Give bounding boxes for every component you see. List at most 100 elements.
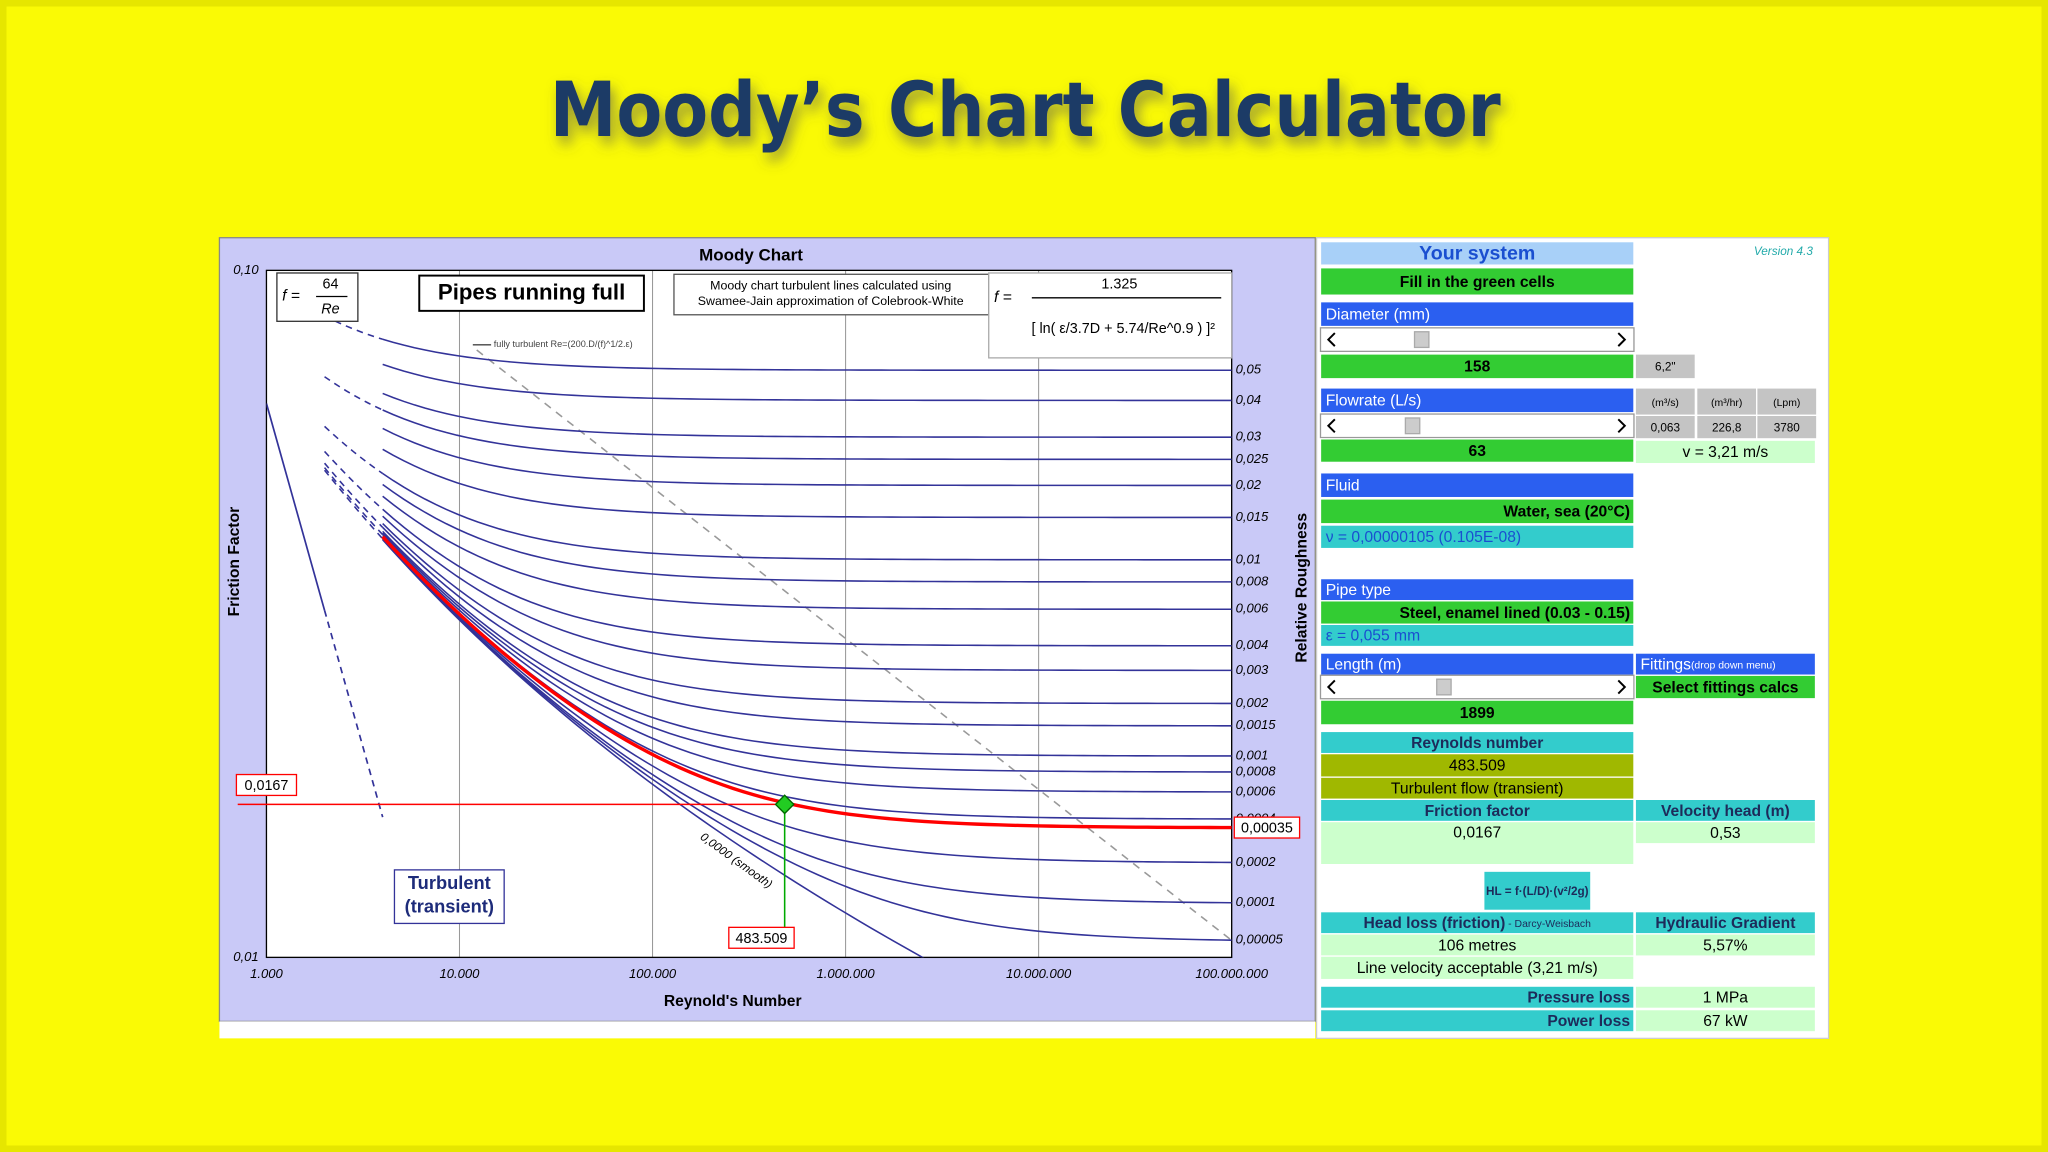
roughness-curve <box>382 363 1232 402</box>
cell-text: Fill in the green cells <box>1400 274 1555 291</box>
scrollbar <box>1319 674 1635 700</box>
cell <box>1319 387 1635 414</box>
cell-note: (drop down menu) <box>1691 660 1776 671</box>
chart-title: Moody Chart <box>699 245 803 264</box>
cell-label: Line velocity acceptable (3,21 m/s) <box>1357 960 1598 977</box>
cell <box>1756 414 1818 440</box>
cell-text: Water, sea (20°C) <box>1503 504 1630 521</box>
roughness-label: 0,0006 <box>1236 783 1277 798</box>
cell-text: v = 3,21 m/s <box>1683 444 1769 461</box>
cell-text: 0,063 <box>1651 422 1681 435</box>
cell-label: Fill in the green cells <box>1400 274 1555 291</box>
laminar-line <box>266 403 326 611</box>
roughness-curve-dashed <box>323 462 384 528</box>
cell-text: Your system <box>1419 243 1535 265</box>
roughness-label: 0,001 <box>1236 747 1269 762</box>
cell-text: 6,2" <box>1655 361 1676 374</box>
cell-label: 1 MPa <box>1703 990 1749 1007</box>
cell <box>1319 524 1635 550</box>
cell-text: HL = f·(L/D)·(v²/2g) <box>1486 885 1589 898</box>
cell-label: ν = 0,00000105 (0.105E-08) <box>1326 529 1521 546</box>
roughness-label: 0,003 <box>1236 662 1269 677</box>
roughness-label: 0,002 <box>1236 695 1269 710</box>
operating-roughness-label: 0,00035 <box>1241 821 1293 837</box>
cell-text: Flowrate (L/s) <box>1326 393 1422 410</box>
roughness-curve <box>382 537 1232 864</box>
cell-text: 1 MPa <box>1703 990 1749 1007</box>
cell-label: 106 metres <box>1438 937 1516 954</box>
cell <box>1319 240 1635 266</box>
x-tick-label: 100.000 <box>629 966 677 981</box>
laminar-formula-lhs: f = <box>282 288 300 305</box>
roughness-curve <box>382 448 1232 519</box>
operating-f-label: 0,0167 <box>244 778 288 794</box>
scroll-arrow <box>1617 418 1627 434</box>
cell <box>1319 353 1635 380</box>
cell-text: ν = 0,00000105 (0.105E-08) <box>1326 529 1521 546</box>
cell-label: ε = 0,055 mm <box>1326 628 1420 645</box>
cell <box>1634 1008 1817 1033</box>
curves <box>266 315 1232 958</box>
pipes-note-box <box>418 274 645 312</box>
operating-re-label: 483.509 <box>736 931 788 947</box>
laminar-dashed <box>323 610 384 818</box>
roughness-label: 0,01 <box>1236 551 1261 566</box>
cell-label: Length (m) <box>1326 657 1402 674</box>
operating-re-label-box <box>728 926 795 949</box>
roughness-label: 0,0001 <box>1236 894 1276 909</box>
cell <box>1319 498 1635 525</box>
cell-text: Turbulent flow (transient) <box>1391 781 1564 798</box>
scroll-arrow <box>1326 418 1336 434</box>
roughness-curve <box>382 508 1232 647</box>
roughness-curve <box>382 538 1232 941</box>
cell-label: Diameter (mm) <box>1326 307 1430 324</box>
cell <box>1319 623 1635 648</box>
cell-text: Fluid <box>1326 478 1360 495</box>
roughness-curve-dashed <box>323 469 384 540</box>
cell <box>1634 387 1696 416</box>
roughness-label: 0,04 <box>1236 392 1261 407</box>
cell-label: HL = f·(L/D)·(v²/2g) <box>1486 885 1589 898</box>
cell-label: Turbulent flow (transient) <box>1391 781 1564 798</box>
operating-curve <box>381 535 1232 830</box>
method-note-box <box>673 273 990 316</box>
cell-text: 106 metres <box>1438 937 1516 954</box>
roughness-label: 0,03 <box>1236 429 1262 444</box>
roughness-label: 0,004 <box>1236 637 1269 652</box>
roughness-curve <box>382 495 1232 611</box>
operating-f-label-box <box>235 773 298 797</box>
cell-text: 3780 <box>1774 422 1801 435</box>
cell-text: Length (m) <box>1326 657 1402 674</box>
plot-border <box>265 269 1233 959</box>
cell-label: 63 <box>1469 443 1487 460</box>
cell-label: (m³/s) <box>1652 398 1679 409</box>
y-axis-label: Friction Factor <box>226 507 243 617</box>
x-tick-label: 1.000 <box>250 966 283 981</box>
cell-text: (m³/s) <box>1652 398 1679 409</box>
cell-label: 3780 <box>1774 422 1801 435</box>
cell-text: Power loss <box>1547 1013 1630 1030</box>
cell <box>1634 985 1817 1009</box>
cell <box>1634 353 1696 380</box>
cell-label: 5,57% <box>1703 937 1747 954</box>
scroll-thumb <box>1413 331 1430 349</box>
transient-note: Turbulent <box>408 872 491 893</box>
cell <box>1634 820 1817 845</box>
cell-text: 5,57% <box>1703 937 1747 954</box>
cell-text: Diameter (mm) <box>1326 307 1430 324</box>
cell-text: Line velocity acceptable (3,21 m/s) <box>1357 960 1598 977</box>
scroll-arrow <box>1617 332 1627 347</box>
roughness-label: 0,015 <box>1236 509 1269 524</box>
roughness-label: 0,00005 <box>1236 932 1284 947</box>
cell-text: Pressure loss <box>1527 990 1630 1007</box>
roughness-curve <box>382 427 1232 487</box>
roughness-curve-dashed <box>323 450 384 510</box>
roughness-label: 0,0015 <box>1236 717 1277 732</box>
cell-label: Reynolds number <box>1411 735 1543 752</box>
transient-note: (transient) <box>405 896 494 917</box>
scroll-arrow <box>1326 679 1336 695</box>
cell-label: 226,8 <box>1712 422 1742 435</box>
cell <box>1319 472 1635 499</box>
x-tick-label: 1.000.000 <box>817 966 876 981</box>
